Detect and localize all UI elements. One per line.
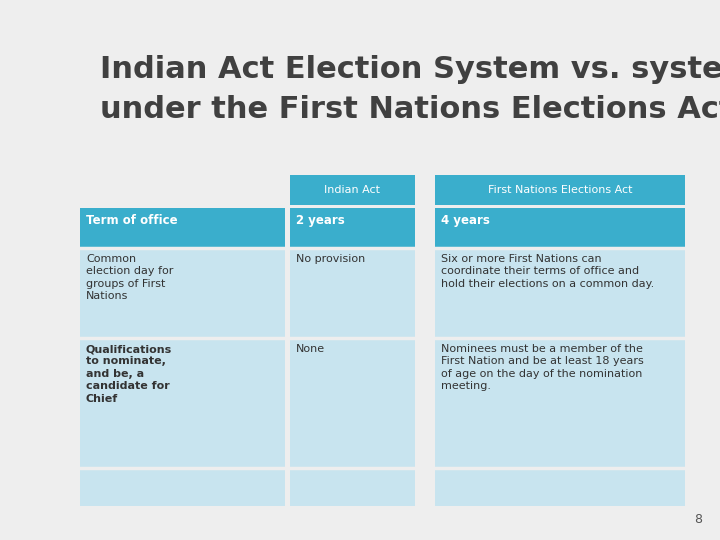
Bar xyxy=(418,208,426,248)
Text: No provision: No provision xyxy=(296,254,365,264)
Bar xyxy=(435,338,685,468)
Text: 2 years: 2 years xyxy=(296,214,345,227)
Bar xyxy=(435,248,685,338)
Bar xyxy=(435,208,685,248)
Bar xyxy=(290,208,415,248)
Text: Six or more First Nations can
coordinate their terms of office and
hold their el: Six or more First Nations can coordinate… xyxy=(441,254,654,289)
Text: Indian Act: Indian Act xyxy=(325,185,380,195)
Text: First Nations Elections Act: First Nations Elections Act xyxy=(487,185,632,195)
Text: 4 years: 4 years xyxy=(441,214,490,227)
Bar xyxy=(290,248,415,338)
Text: Term of office: Term of office xyxy=(86,214,178,227)
Bar xyxy=(418,175,426,205)
Bar xyxy=(418,468,426,506)
Bar xyxy=(418,338,426,468)
Bar xyxy=(418,248,426,338)
Text: None: None xyxy=(296,344,325,354)
Bar xyxy=(80,208,285,248)
Text: Indian Act Election System vs. system: Indian Act Election System vs. system xyxy=(100,55,720,84)
Bar xyxy=(80,468,285,506)
Bar xyxy=(290,338,415,468)
Bar xyxy=(290,175,415,205)
Bar xyxy=(290,468,415,506)
Text: under the First Nations Elections Act: under the First Nations Elections Act xyxy=(100,95,720,124)
Text: Common
election day for
groups of First
Nations: Common election day for groups of First … xyxy=(86,254,174,301)
Bar xyxy=(80,338,285,468)
Text: 8: 8 xyxy=(694,513,702,526)
Bar xyxy=(435,468,685,506)
Text: Nominees must be a member of the
First Nation and be at least 18 years
of age on: Nominees must be a member of the First N… xyxy=(441,344,644,391)
Text: Qualifications
to nominate,
and be, a
candidate for
Chief: Qualifications to nominate, and be, a ca… xyxy=(86,344,172,403)
Bar xyxy=(80,248,285,338)
Bar xyxy=(435,175,685,205)
